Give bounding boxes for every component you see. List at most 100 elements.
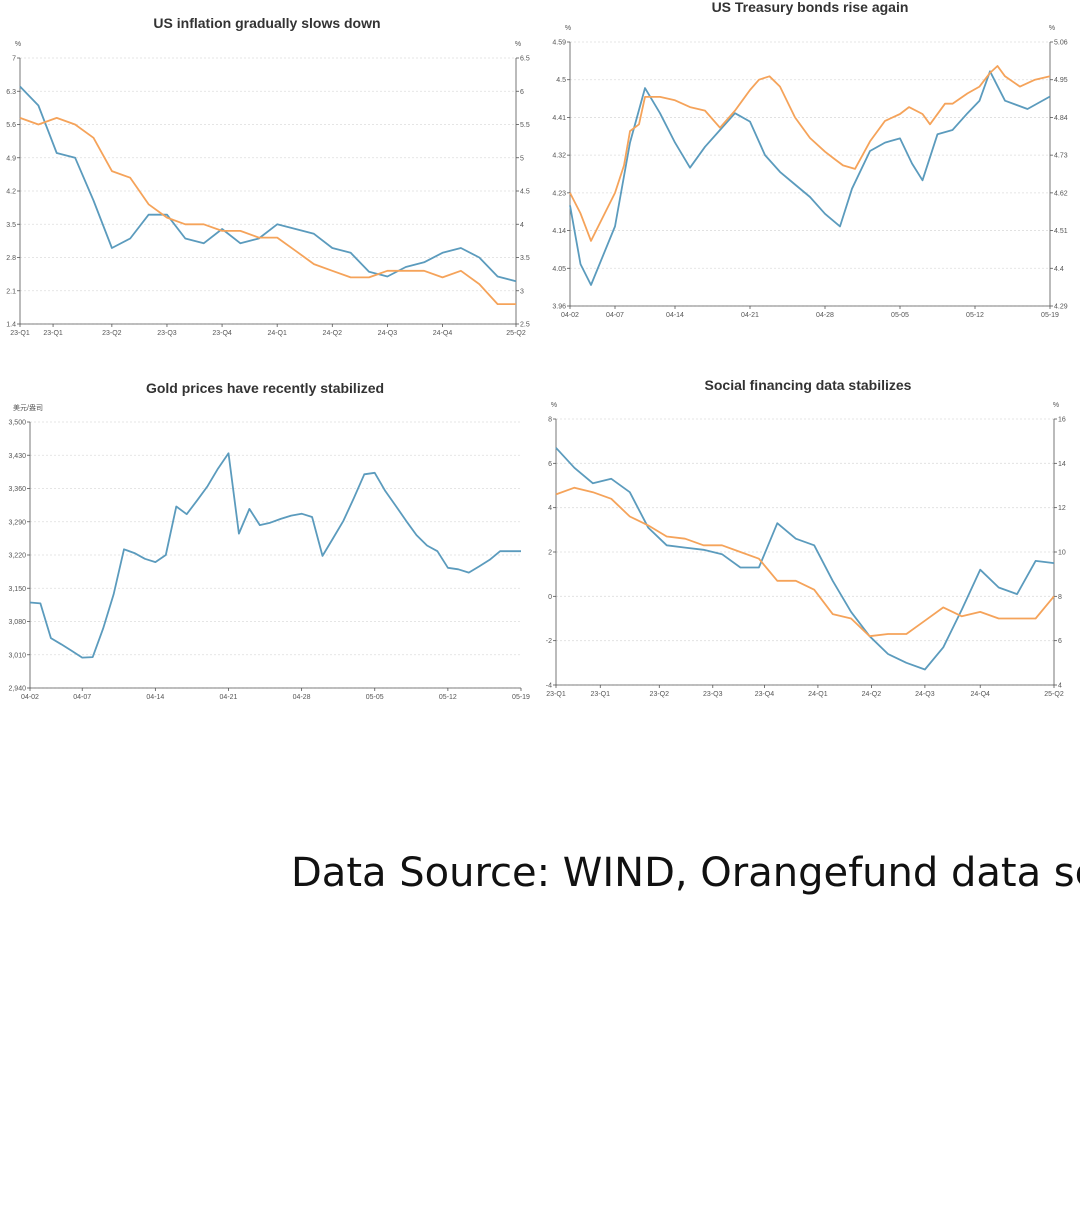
- x-tick-label: 23-Q1: [43, 330, 63, 337]
- right-tick-label: 10: [1058, 550, 1066, 557]
- x-tick-label: 05-12: [966, 312, 984, 319]
- left-tick-label: 4.59: [552, 40, 566, 47]
- left-tick-label: 3,010: [8, 652, 26, 659]
- series-line-orange: [555, 486, 1055, 638]
- right-tick-label: 14: [1058, 461, 1066, 468]
- x-tick-label: 04-07: [73, 694, 91, 701]
- x-tick-label: 23-Q2: [102, 330, 122, 337]
- right-unit-label: %: [1053, 402, 1059, 409]
- series-line-blue: [569, 70, 1051, 286]
- x-tick-label: 24-Q1: [808, 691, 828, 698]
- left-tick-label: 4.23: [552, 190, 566, 197]
- x-tick-label: 24-Q3: [915, 691, 935, 698]
- left-tick-label: 3,150: [8, 586, 26, 593]
- x-tick-label: 23-Q1: [546, 691, 566, 698]
- x-tick-label: 24-Q2: [323, 330, 343, 337]
- right-tick-label: 2.5: [520, 322, 530, 329]
- left-tick-label: 1.4: [6, 322, 16, 329]
- right-tick-label: 4.95: [1054, 77, 1068, 84]
- x-tick-label: 23-Q1: [591, 691, 611, 698]
- right-tick-label: 4.73: [1054, 153, 1068, 160]
- left-tick-label: 4.32: [552, 153, 566, 160]
- x-tick-label: 23-Q4: [755, 691, 775, 698]
- x-tick-label: 23-Q1: [10, 330, 30, 337]
- inflation-chart: US inflation gradually slows down 1.4 2.1 2…: [6, 15, 530, 337]
- chart-title: Gold prices have recently stabilized: [146, 380, 384, 396]
- gold-chart: Gold prices have recently stabilized 2,94…: [8, 380, 530, 701]
- x-tick-label: 05-05: [891, 312, 909, 319]
- chart-title: US Treasury bonds rise again: [712, 0, 909, 15]
- right-unit-label: %: [1049, 25, 1055, 32]
- right-tick-label: 5.06: [1054, 40, 1068, 47]
- x-tick-label: 24-Q2: [862, 691, 882, 698]
- left-unit-label: 美元/盎司: [13, 403, 43, 412]
- x-tick-label: 04-14: [666, 312, 684, 319]
- chart-title: US inflation gradually slows down: [153, 15, 380, 31]
- series-line-blue: [19, 85, 517, 283]
- right-tick-label: 4.5: [520, 189, 530, 196]
- x-tick-label: 24-Q4: [433, 330, 453, 337]
- left-tick-label: 2.8: [6, 255, 16, 262]
- left-tick-label: 4.9: [6, 155, 16, 162]
- x-tick-label: 04-21: [220, 694, 238, 701]
- x-tick-label: 24-Q3: [378, 330, 398, 337]
- right-tick-label: 5: [520, 155, 524, 162]
- x-tick-label: 05-05: [366, 694, 384, 701]
- left-tick-label: 4.41: [552, 115, 566, 122]
- x-tick-label: 05-12: [439, 694, 457, 701]
- left-unit-label: %: [15, 41, 21, 48]
- series-line-orange: [569, 65, 1051, 242]
- right-tick-label: 6: [1058, 638, 1062, 645]
- x-tick-label: 04-28: [816, 312, 834, 319]
- chart-title: Social financing data stabilizes: [705, 377, 912, 393]
- left-tick-label: 2.1: [6, 288, 16, 295]
- left-tick-label: 5.6: [6, 122, 16, 129]
- x-tick-label: 05-19: [1041, 312, 1059, 319]
- right-tick-label: 5.5: [520, 122, 530, 129]
- x-tick-label: 04-28: [293, 694, 311, 701]
- x-tick-label: 04-02: [561, 312, 579, 319]
- x-tick-label: 23-Q4: [212, 330, 232, 337]
- left-tick-label: 6.3: [6, 89, 16, 96]
- left-tick-label: 2,940: [8, 686, 26, 693]
- left-tick-label: 8: [548, 417, 552, 424]
- left-tick-label: 3.5: [6, 222, 16, 229]
- right-tick-label: 16: [1058, 417, 1066, 424]
- x-tick-label: 25-Q2: [1044, 691, 1064, 698]
- right-tick-label: 4.4: [1054, 266, 1064, 273]
- x-tick-label: 04-14: [146, 694, 164, 701]
- right-tick-label: 4.29: [1054, 304, 1068, 311]
- series-line-orange: [19, 117, 516, 306]
- x-tick-label: 23-Q2: [650, 691, 670, 698]
- x-tick-label: 04-07: [606, 312, 624, 319]
- left-tick-label: 3,500: [8, 420, 26, 427]
- x-tick-label: 04-02: [21, 694, 39, 701]
- left-tick-label: 7: [12, 56, 16, 63]
- left-tick-label: 3,430: [8, 453, 26, 460]
- x-tick-label: 23-Q3: [703, 691, 723, 698]
- right-tick-label: 8: [1058, 594, 1062, 601]
- left-tick-label: 4.05: [552, 266, 566, 273]
- left-tick-label: 4.14: [552, 228, 566, 235]
- right-tick-label: 3: [520, 288, 524, 295]
- x-tick-label: 04-21: [741, 312, 759, 319]
- treasury-chart: US Treasury bonds rise again 3.96 4.05 4.14…: [552, 0, 1068, 319]
- x-tick-label: 25-Q2: [506, 330, 526, 337]
- left-tick-label: 4.5: [556, 77, 566, 84]
- x-tick-label: 24-Q4: [970, 691, 990, 698]
- right-tick-label: 4.84: [1054, 115, 1068, 122]
- left-tick-label: 0: [548, 594, 552, 601]
- right-tick-label: 4: [520, 222, 524, 229]
- data-source-note: Data Source: WIND, Orangefund data sea: [291, 850, 1080, 896]
- left-tick-label: 3.96: [552, 304, 566, 311]
- x-tick-label: 23-Q3: [157, 330, 177, 337]
- right-tick-label: 4.51: [1054, 228, 1068, 235]
- series-line-blue: [555, 447, 1055, 671]
- left-tick-label: 3,220: [8, 553, 26, 560]
- right-tick-label: 4.62: [1054, 190, 1068, 197]
- left-tick-label: 3,080: [8, 619, 26, 626]
- left-unit-label: %: [565, 25, 571, 32]
- social-financing-chart: Social financing data stabilizes -4 -2 0 2 4 6…: [546, 377, 1066, 698]
- left-unit-label: %: [551, 402, 557, 409]
- left-tick-label: 3,290: [8, 519, 26, 526]
